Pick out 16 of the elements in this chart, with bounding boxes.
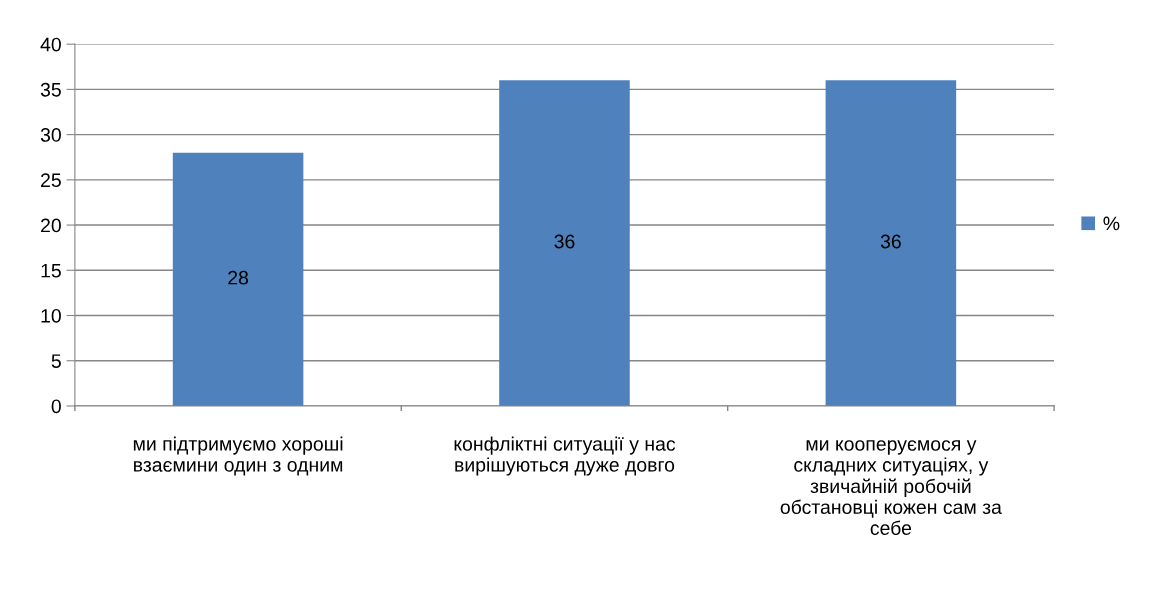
y-tick-label: 15 — [41, 263, 61, 278]
y-tick-label: 40 — [40, 37, 61, 52]
legend-label: % — [1103, 216, 1120, 231]
x-tick-label: ми підтримуємо хороші взаємини один з одним — [133, 436, 343, 476]
data-label: 28 — [228, 270, 249, 285]
y-tick-label: 10 — [41, 308, 61, 323]
y-tick-label: 5 — [51, 354, 61, 368]
y-tick-label: 30 — [40, 128, 61, 142]
y-tick-label: 35 — [40, 82, 61, 97]
y-tick-label: 25 — [41, 173, 61, 188]
x-tick-label: ми кооперуємося у складних ситуаціях, у звичайній робочій обстановці кожен сам за себе — [780, 440, 1002, 535]
y-tick-label: 20 — [41, 218, 61, 233]
x-tick-label: конфліктні ситуації у нас вирішуються дуже довго — [454, 436, 676, 476]
y-tick-label: 0 — [51, 399, 61, 414]
data-label: 36 — [880, 234, 901, 249]
data-label: 36 — [554, 234, 575, 249]
